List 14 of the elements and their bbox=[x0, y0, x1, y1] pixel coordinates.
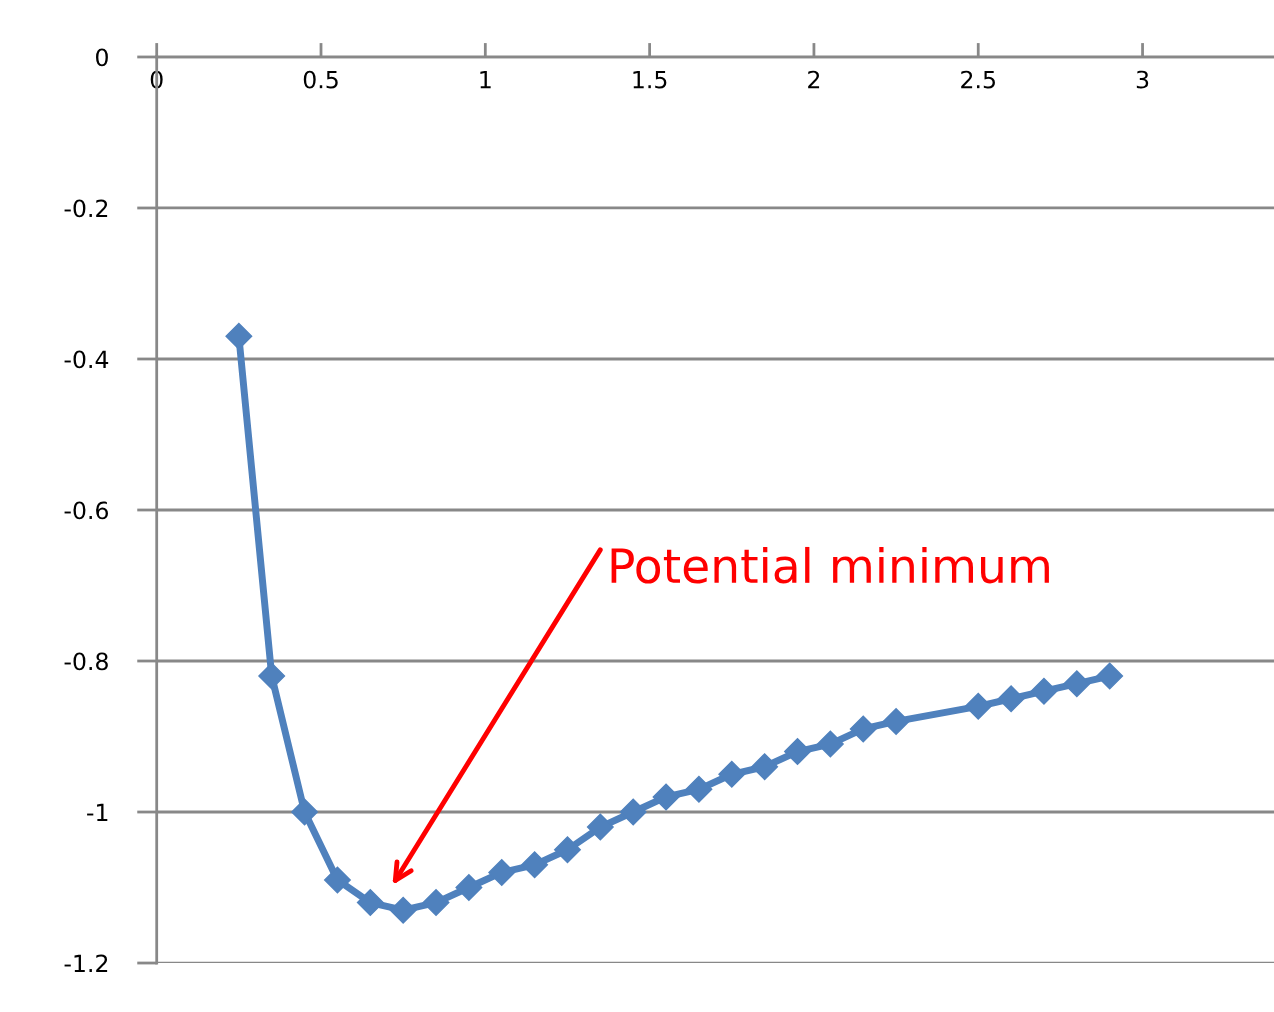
y-tick-label: -1.2 bbox=[64, 954, 108, 972]
y-tick-label: -0.4 bbox=[64, 350, 109, 369]
x-tick-label: 0.5 bbox=[303, 70, 338, 89]
x-tick-label: 2 bbox=[808, 70, 820, 89]
y-tick-label: -0.2 bbox=[64, 199, 108, 218]
y-tick-label: 0 bbox=[96, 48, 108, 67]
x-tick-label: 2.5 bbox=[961, 70, 995, 89]
annotation: Potential minimum bbox=[611, 546, 1049, 584]
x-tick-label: 1.5 bbox=[633, 70, 667, 89]
y-tick-label: -1 bbox=[87, 803, 108, 821]
x-tick-label: 3 bbox=[1136, 70, 1149, 89]
x-tick-label: 1 bbox=[480, 70, 491, 89]
y-tick-label: -0.6 bbox=[64, 501, 108, 520]
y-tick-label: -0.8 bbox=[64, 652, 108, 671]
